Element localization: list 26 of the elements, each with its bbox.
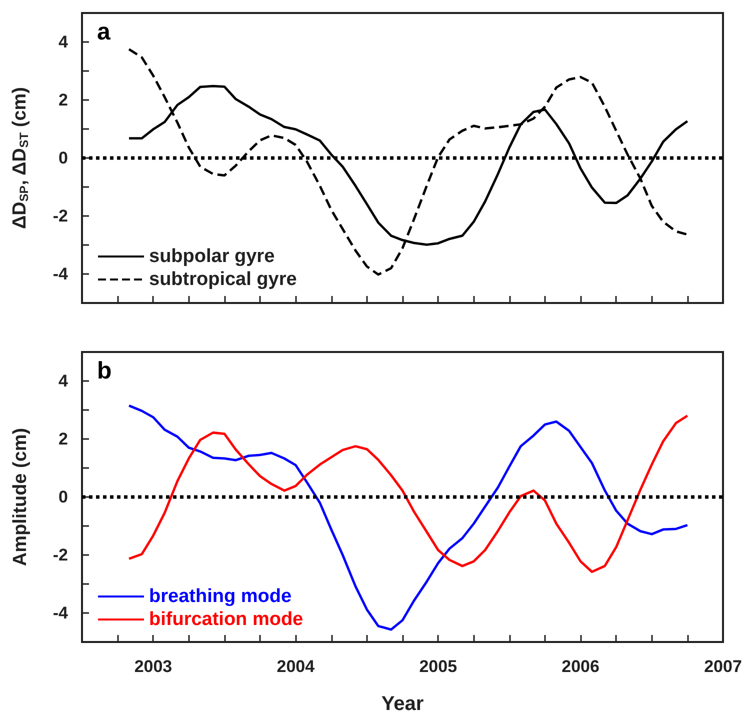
legend-label: subpolar gyre [149, 246, 275, 267]
y-tick-label: 4 [58, 372, 69, 390]
y-tick-label: 2 [58, 90, 68, 110]
y-axis-title: ΔDSP, ΔDST (cm) [10, 86, 31, 230]
y-tick-label: -2 [52, 546, 68, 564]
x-tick-label: 2004 [276, 657, 316, 676]
y-tick-label: -4 [52, 264, 69, 284]
x-tick-label: 2005 [419, 657, 458, 676]
legend-label: subtropical gyre [149, 269, 297, 290]
line-series [128, 404, 689, 631]
line-series [128, 414, 689, 574]
y-tick-label: 0 [58, 488, 68, 506]
legend-label: bifurcation mode [149, 609, 304, 630]
y-tick-label: 2 [58, 430, 68, 448]
chart-title: a [97, 18, 111, 46]
y-tick-label: -2 [52, 206, 68, 226]
y-tick-label: 0 [58, 148, 68, 168]
x-tick-label: 2007 [704, 657, 742, 676]
y-tick-label: 4 [58, 32, 69, 52]
x-tick-label: 2006 [562, 657, 600, 676]
x-axis-title: Year [381, 693, 424, 714]
y-axis-title: Amplitude (cm) [10, 428, 31, 566]
y-tick-label: -4 [52, 604, 69, 622]
legend-label: breathing mode [149, 586, 292, 607]
chart-title: b [97, 358, 112, 384]
x-tick-label: 2003 [134, 657, 172, 676]
